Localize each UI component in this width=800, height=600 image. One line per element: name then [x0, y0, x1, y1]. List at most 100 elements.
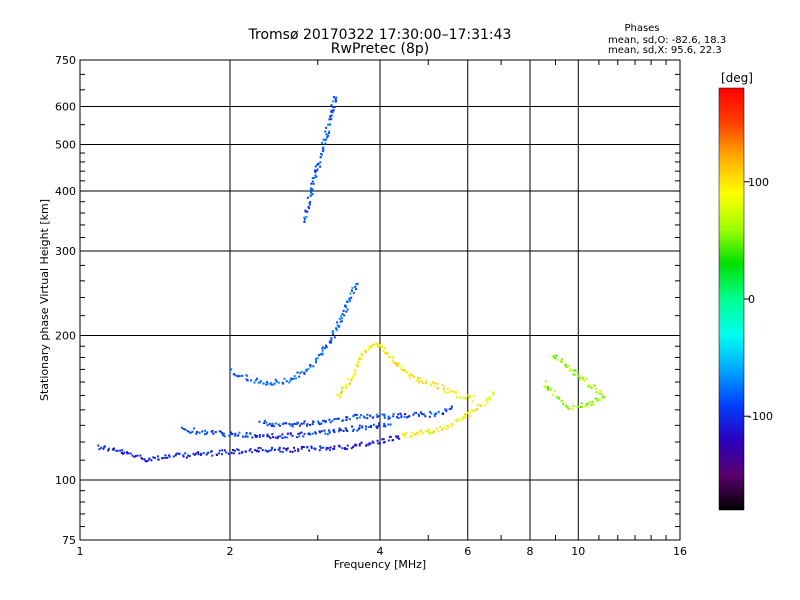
- data-point: [474, 409, 477, 412]
- data-point: [365, 444, 368, 447]
- data-point: [425, 380, 428, 382]
- data-point: [254, 434, 256, 437]
- data-point: [356, 283, 359, 286]
- data-point: [345, 384, 348, 387]
- data-point: [246, 374, 249, 377]
- data-point: [309, 433, 312, 436]
- data-point: [297, 450, 300, 453]
- data-point: [311, 432, 314, 435]
- data-point: [434, 385, 437, 388]
- data-point: [321, 353, 324, 356]
- data-point: [182, 455, 185, 458]
- data-point: [268, 435, 271, 438]
- data-point: [346, 308, 349, 311]
- data-point: [342, 309, 345, 312]
- data-point: [305, 368, 308, 371]
- data-point: [302, 435, 305, 438]
- data-point: [261, 449, 264, 452]
- data-point: [366, 417, 369, 420]
- data-point: [325, 126, 328, 129]
- data-point: [306, 446, 309, 449]
- data-point: [164, 454, 167, 457]
- data-point: [565, 365, 568, 368]
- data-point: [551, 394, 554, 397]
- data-point: [409, 373, 412, 376]
- data-point: [348, 300, 351, 303]
- data-point: [350, 447, 353, 450]
- data-point: [360, 354, 363, 357]
- data-point: [486, 397, 489, 400]
- chart-title: Tromsø 20170322 17:30:00–17:31:43: [248, 27, 512, 43]
- data-point: [407, 374, 410, 377]
- colorbar-tick-label: 100: [748, 176, 769, 189]
- data-point: [307, 206, 310, 208]
- data-point: [333, 445, 336, 448]
- data-point: [274, 378, 277, 381]
- data-point: [389, 355, 392, 358]
- data-point: [366, 413, 369, 416]
- data-point: [394, 362, 397, 364]
- data-point: [303, 432, 306, 435]
- data-point: [397, 413, 400, 416]
- y-axis-label: Stationary phase Virtual Height [km]: [38, 199, 51, 401]
- data-point: [352, 445, 355, 448]
- data-point: [218, 449, 221, 452]
- data-point: [356, 429, 359, 432]
- data-point: [332, 330, 335, 332]
- data-point: [269, 423, 272, 426]
- data-point: [123, 451, 126, 454]
- data-point: [188, 455, 191, 458]
- data-point: [303, 218, 306, 221]
- y-tick-label: 300: [55, 245, 76, 258]
- data-point: [595, 388, 598, 391]
- data-point: [320, 430, 323, 433]
- data-point: [352, 291, 355, 294]
- data-point: [309, 365, 312, 368]
- data-point: [321, 347, 324, 350]
- data-point: [236, 434, 239, 437]
- data-point: [150, 459, 153, 462]
- data-point: [120, 451, 123, 454]
- data-point: [585, 403, 588, 406]
- data-point: [582, 378, 584, 381]
- data-point: [580, 376, 583, 379]
- data-point: [184, 428, 187, 431]
- data-point: [555, 354, 558, 357]
- data-point: [357, 365, 360, 368]
- data-point: [300, 447, 303, 450]
- data-point: [344, 385, 347, 388]
- data-point: [266, 381, 268, 384]
- data-point: [245, 378, 248, 381]
- x-tick-label: 2: [227, 545, 234, 558]
- data-point: [258, 436, 261, 438]
- data-point: [397, 417, 400, 420]
- data-point: [238, 431, 241, 434]
- data-point: [328, 341, 331, 344]
- data-point: [204, 429, 207, 432]
- data-point: [404, 413, 407, 416]
- data-point: [463, 416, 466, 419]
- data-point: [289, 432, 292, 435]
- data-point: [238, 375, 241, 377]
- data-point: [400, 416, 403, 419]
- data-point: [319, 431, 322, 434]
- data-point: [403, 415, 406, 418]
- data-point: [396, 363, 399, 365]
- data-point: [303, 221, 306, 223]
- data-point: [289, 424, 292, 427]
- data-point: [324, 432, 327, 435]
- y-tick-label: 400: [55, 185, 76, 198]
- data-point: [218, 452, 221, 455]
- data-point: [339, 320, 342, 323]
- data-point: [557, 396, 560, 399]
- data-point: [286, 432, 289, 435]
- data-point: [310, 191, 312, 194]
- data-point: [351, 430, 354, 432]
- data-point: [335, 99, 338, 102]
- data-point: [325, 448, 328, 451]
- data-point: [329, 123, 332, 126]
- data-point: [205, 453, 208, 456]
- data-point: [587, 402, 590, 405]
- data-point: [579, 406, 582, 408]
- data-point: [388, 416, 391, 419]
